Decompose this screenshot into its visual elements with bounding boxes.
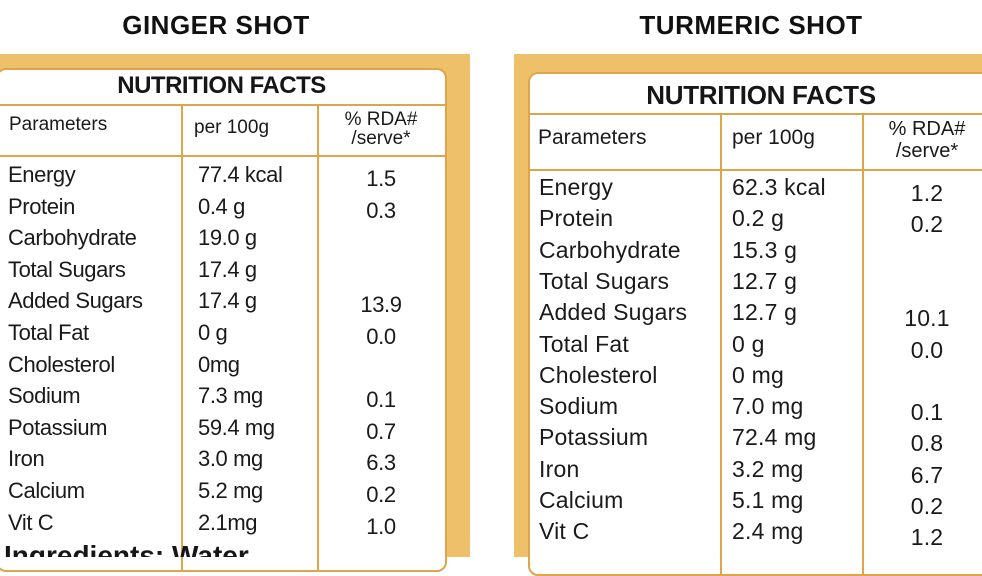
ginger-per-100g-cell: 0 g [198,320,228,345]
ginger-param-cell: Potassium [8,414,108,440]
ginger-per-100g-cell: 0.4 g [198,193,245,219]
ginger-nutrition-table: NUTRITION FACTS Parameters per 100g % RD… [0,68,447,572]
turmeric-per-100g-cell: 12.7 g [732,267,798,294]
turmeric-param-cell: Total Sugars [539,267,670,294]
ginger-param-cell: Total Sugars [8,256,126,282]
turmeric-param-cell: Calcium [539,487,624,513]
ginger-per-100g-cell: 5.2 mg [198,478,263,503]
turmeric-rda-cell: 0.8 [910,430,944,457]
turmeric-rda-cell: 1.2 [910,180,944,206]
ginger-param-cell: Vit C [8,509,54,535]
turmeric-param-cell: Added Sugars [539,299,688,326]
turmeric-per-100g-cell: 12.7 g [732,299,798,326]
ginger-header-divider [0,155,445,157]
ginger-rda-cell: 0.7 [366,418,396,444]
turmeric-per-100g-cell: 7.0 mg [732,393,804,420]
turmeric-per-100g-cell: 2.4 mg [732,518,804,545]
turmeric-per-100g-cell: 62.3 kcal [732,174,826,200]
ginger-table-heading: NUTRITION FACTS [117,72,326,99]
turmeric-header-divider [530,169,982,171]
ginger-param-cell: Iron [8,446,45,472]
ginger-param-cell: Carbohydrate [8,225,137,251]
turmeric-title: TURMERIC SHOT [639,10,863,40]
turmeric-param-cell: Total Fat [539,330,630,357]
turmeric-table-heading: NUTRITION FACTS [646,80,876,110]
ginger-per-100g-cell: 17.4 g [198,256,257,282]
turmeric-param-cell: Cholesterol [539,361,658,388]
turmeric-per-100g-cell: 0 mg [732,361,784,388]
ginger-header-rda-line1: % RDA# [344,109,418,130]
turmeric-per-100g-cell: 5.1 mg [732,487,804,513]
ginger-per-100g-cell: 19.0 g [198,225,257,251]
ginger-rda-cell: 0.1 [366,387,396,413]
turmeric-param-cell: Sodium [539,393,619,420]
turmeric-rda-cell: 6.7 [910,461,944,488]
ginger-col-divider-2 [317,104,319,570]
turmeric-header-rda: % RDA# /serve* [864,118,982,162]
ginger-rda-cell: 0.2 [366,482,396,507]
turmeric-per-100g-cell: 3.2 mg [732,455,804,482]
ginger-rda-cell: 13.9 [360,292,402,318]
ginger-per-100g-cell: 17.4 g [198,288,257,314]
ginger-rda-cell: 0.0 [366,324,396,349]
ginger-rda-cell: 1.0 [366,513,396,539]
ginger-param-cell: Cholesterol [8,351,115,377]
ginger-header-rda-line2: /serve* [351,128,411,149]
ginger-header-parameters: Parameters [9,114,108,135]
ginger-param-cell: Total Fat [8,320,89,345]
turmeric-per-100g-cell: 72.4 mg [732,424,817,451]
turmeric-col-divider-1 [720,113,722,574]
ginger-header-rda: % RDA# /serve* [319,110,443,148]
turmeric-header-rda-line2: /serve* [895,140,959,162]
ginger-param-cell: Calcium [8,478,85,503]
ginger-rda-cell: 6.3 [366,450,396,476]
turmeric-rda-cell: 0.0 [910,336,944,363]
turmeric-heading-divider [530,113,982,115]
ginger-rda-cell: 1.5 [366,166,396,191]
ginger-heading-divider [0,104,445,106]
ginger-per-100g-cell: 7.3 mg [198,383,263,409]
turmeric-param-cell: Carbohydrate [539,236,681,263]
ginger-col-divider-1 [181,104,183,570]
turmeric-per-100g-cell: 0 g [732,330,765,357]
turmeric-param-cell: Vit C [539,518,590,545]
ginger-param-cell: Protein [8,193,75,219]
turmeric-param-cell: Protein [539,205,614,232]
ginger-param-cell: Added Sugars [8,288,143,314]
turmeric-rda-cell: 1.2 [910,524,944,551]
turmeric-label-panel: NUTRITION FACTS Parameters per 100g % RD… [514,54,982,576]
turmeric-col-divider-2 [862,113,864,574]
ginger-per-100g-cell: 59.4 mg [198,414,275,440]
turmeric-rda-cell: 0.1 [910,399,944,426]
turmeric-param-cell: Iron [539,455,580,482]
ginger-per-100g-cell: 2.1mg [198,509,258,535]
turmeric-header-per-100g: per 100g [732,126,815,149]
turmeric-header-rda-line1: % RDA# [888,118,966,140]
ginger-header-per-100g: per 100g [194,117,270,138]
ginger-bottom-text: Ingredients: Water [4,540,249,557]
ginger-per-100g-cell: 0mg [198,351,240,377]
turmeric-per-100g-cell: 15.3 g [732,236,798,263]
turmeric-rda-cell: 0.2 [910,211,944,238]
ginger-per-100g-cell: 3.0 mg [198,446,263,472]
turmeric-rda-cell: 10.1 [904,305,950,332]
ginger-title: GINGER SHOT [122,10,310,40]
ginger-rda-cell: 0.3 [366,197,396,223]
turmeric-param-cell: Potassium [539,424,649,451]
turmeric-header-parameters: Parameters [538,126,647,149]
turmeric-rda-cell: 0.2 [910,493,944,519]
turmeric-nutrition-table: NUTRITION FACTS Parameters per 100g % RD… [528,72,982,576]
ginger-label-panel: NUTRITION FACTS Parameters per 100g % RD… [0,54,470,572]
turmeric-param-cell: Energy [539,174,614,200]
turmeric-per-100g-cell: 0.2 g [732,205,785,232]
ginger-param-cell: Energy [8,162,76,187]
ginger-param-cell: Sodium [8,383,81,409]
ginger-per-100g-cell: 77.4 kcal [198,162,283,187]
